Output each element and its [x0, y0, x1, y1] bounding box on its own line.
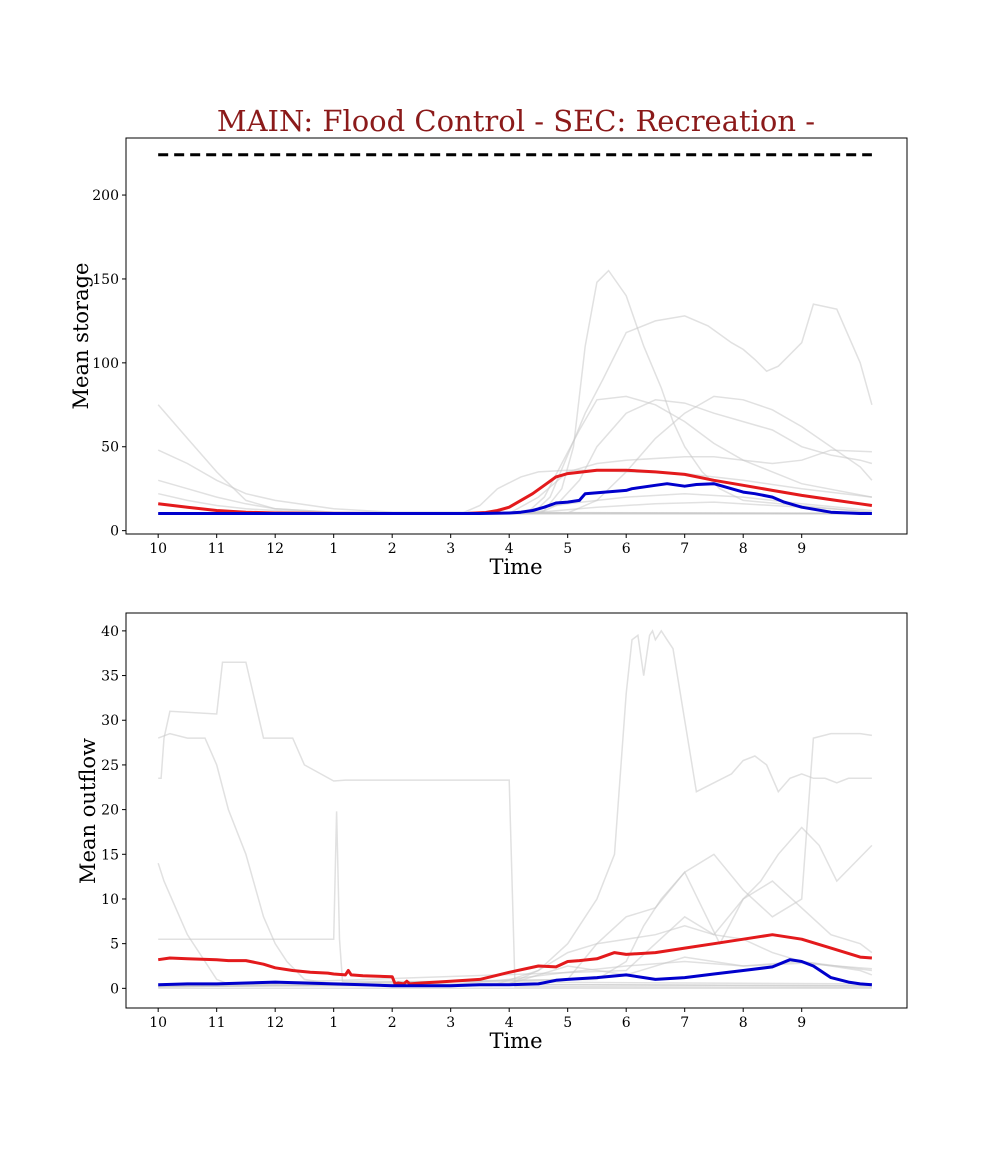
storage-y-tick-label: 50 [101, 440, 119, 456]
figure-title: MAIN: Flood Control - SEC: Recreation - [217, 104, 815, 138]
storage-x-tick-label: 8 [739, 541, 748, 557]
storage-x-tick-label: 5 [563, 541, 572, 557]
outflow-y-ticks: 0 5 10 15 20 25 30 35 40 [101, 624, 126, 997]
outflow-x-tick-label: 8 [739, 1015, 748, 1031]
storage-background-line-6 [158, 395, 873, 515]
storage-x-tick-label: 1 [329, 541, 338, 557]
outflow-x-tick-label: 11 [208, 1015, 226, 1031]
storage-x-tick-label: 10 [149, 541, 167, 557]
storage-y-tick-label: 100 [92, 356, 119, 372]
storage-background-line-12 [158, 501, 872, 515]
storage-x-axis-label: Time [489, 555, 542, 579]
outflow-x-tick-label: 3 [446, 1015, 455, 1031]
outflow-plot-area [125, 612, 908, 1009]
outflow-y-tick-label: 30 [101, 713, 119, 729]
storage-x-tick-label: 6 [622, 541, 631, 557]
outflow-x-axis-label: Time [489, 1029, 542, 1053]
outflow-x-tick-label: 2 [388, 1015, 397, 1031]
outflow-x-tick-label: 12 [266, 1015, 284, 1031]
storage-background-line-9 [158, 449, 872, 515]
storage-series-line-1 [158, 482, 872, 515]
outflow-y-axis-label: Mean outflow [76, 738, 100, 884]
outflow-background-line-3 [158, 811, 872, 985]
outflow-x-tick-label: 9 [797, 1015, 806, 1031]
outflow-x-tick-label: 7 [680, 1015, 689, 1031]
storage-background-lines [157, 269, 873, 515]
storage-y-axis-label: Mean storage [69, 263, 93, 410]
outflow-background-line-1 [157, 732, 872, 987]
storage-y-ticks: 0 50 100 150 200 [92, 188, 126, 540]
storage-x-tick-label: 12 [266, 541, 284, 557]
outflow-background-line-9 [158, 956, 872, 988]
outflow-y-tick-label: 20 [101, 803, 119, 819]
outflow-x-tick-label: 10 [149, 1015, 167, 1031]
storage-background-line-7 [158, 399, 873, 515]
outflow-background-line-6 [158, 732, 873, 987]
outflow-background-lines [157, 629, 873, 990]
outflow-x-tick-label: 5 [563, 1015, 572, 1031]
storage-y-tick-label: 0 [110, 524, 119, 540]
outflow-y-tick-label: 15 [101, 847, 119, 863]
storage-x-tick-label: 9 [797, 541, 806, 557]
outflow-series-lines [157, 933, 873, 988]
storage-x-ticks: 10 11 12 1 2 3 4 5 6 7 8 9 [149, 534, 806, 557]
outflow-y-tick-label: 10 [101, 892, 119, 908]
outflow-x-tick-label: 4 [505, 1015, 514, 1031]
storage-plot-area [125, 137, 908, 535]
outflow-y-tick-label: 0 [110, 981, 119, 997]
storage-background-line-0 [157, 404, 872, 515]
outflow-background-line-0 [158, 661, 872, 989]
outflow-y-tick-label: 5 [110, 937, 119, 953]
outflow-series-line-1 [158, 958, 873, 988]
outflow-series-line-0 [157, 933, 873, 986]
storage-background-line-4 [158, 269, 872, 515]
storage-x-tick-label: 7 [680, 541, 689, 557]
storage-background-line-5 [158, 303, 873, 515]
outflow-y-tick-label: 40 [101, 624, 119, 640]
storage-x-tick-label: 2 [388, 541, 397, 557]
outflow-x-tick-label: 1 [329, 1015, 338, 1031]
storage-x-tick-label: 3 [446, 541, 455, 557]
storage-y-tick-label: 200 [92, 188, 119, 204]
storage-y-tick-label: 150 [92, 272, 119, 288]
storage-series-lines [158, 153, 873, 515]
outflow-x-tick-label: 6 [622, 1015, 631, 1031]
outflow-background-line-4 [158, 629, 872, 987]
storage-x-tick-label: 11 [208, 541, 226, 557]
outflow-y-tick-label: 25 [101, 758, 119, 774]
outflow-x-ticks: 10 11 12 1 2 3 4 5 6 7 8 9 [149, 1008, 806, 1031]
storage-x-tick-label: 4 [505, 541, 514, 557]
outflow-y-tick-label: 35 [101, 669, 119, 685]
storage-background-line-10 [158, 469, 872, 515]
